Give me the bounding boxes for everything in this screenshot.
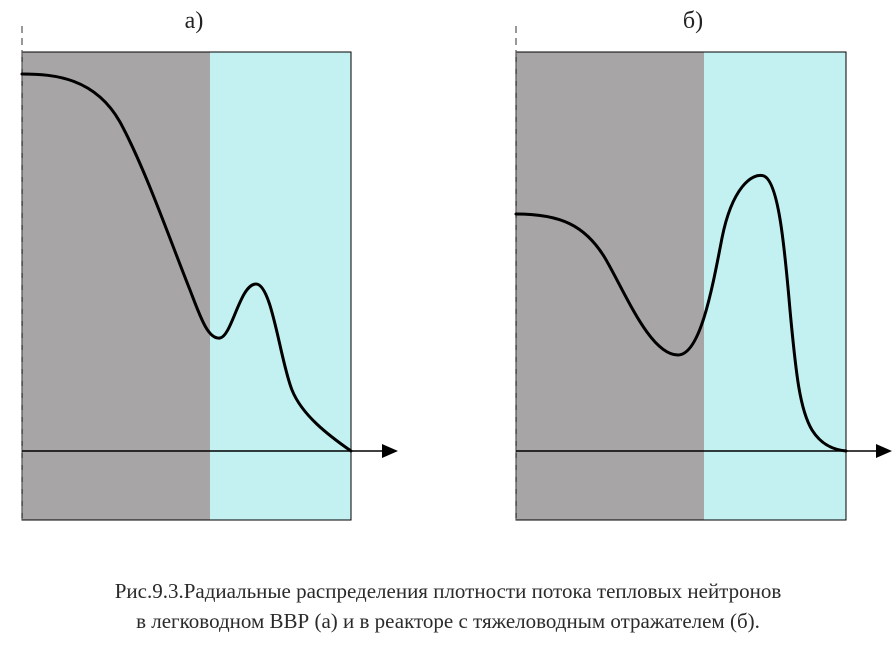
panel-a-reflector-region [210,52,351,520]
panel-b-flux-curve [514,173,848,453]
panel-a-axis-arrowhead [382,444,398,458]
panel-a: а) [20,8,398,521]
panel-a-core-region [22,52,210,520]
panel-b-frame [515,51,847,521]
caption-line-1: Рис.9.3.Радиальные распределения плотнос… [114,579,782,603]
panel-b-reflector-region [704,52,846,520]
panel-b-core-region [516,52,704,520]
panel-a-label: а) [185,8,204,34]
panel-a-frame [21,51,352,521]
figure-caption: Рис.9.3.Радиальные распределения плотнос… [0,576,896,636]
panel-b: б) [514,8,892,521]
panel-b-axis-arrowhead [876,444,892,458]
caption-line-2: в легководном ВВР (а) и в реакторе с тяж… [136,609,760,633]
figure: а) б) [20,8,892,521]
panel-a-flux-curve [20,72,353,453]
panel-b-label: б) [683,8,703,34]
